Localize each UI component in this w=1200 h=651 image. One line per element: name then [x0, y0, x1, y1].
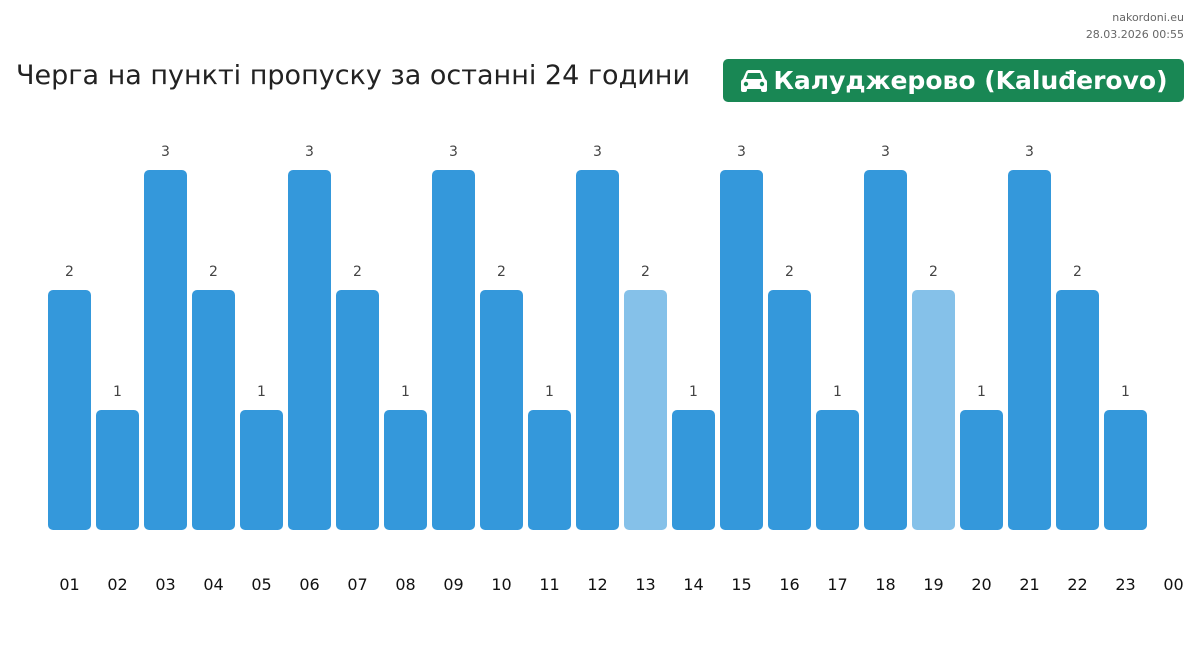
x-tick-label: 15: [731, 575, 751, 594]
x-tick-label: 04: [203, 575, 223, 594]
x-tick-label: 03: [155, 575, 175, 594]
bar-18: [864, 170, 907, 530]
bar-22: [1056, 290, 1099, 530]
bar-value-label: 3: [449, 144, 458, 160]
bar-21: [1008, 170, 1051, 530]
bar-23: [1104, 410, 1147, 530]
bar-value-label: 2: [353, 264, 362, 280]
bar-12: [576, 170, 619, 530]
bar-14: [672, 410, 715, 530]
bar-value-label: 2: [497, 264, 506, 280]
x-tick-label: 08: [395, 575, 415, 594]
x-tick-label: 06: [299, 575, 319, 594]
bar-value-label: 3: [881, 144, 890, 160]
checkpoint-badge: Калуджерово (Kaluđerovo): [723, 59, 1184, 102]
bar-value-label: 1: [401, 384, 410, 400]
car-icon: [740, 69, 767, 92]
x-tick-label: 00: [1163, 575, 1183, 594]
x-tick-label: 22: [1067, 575, 1087, 594]
bar-20: [960, 410, 1003, 530]
bar-05: [240, 410, 283, 530]
bar-11: [528, 410, 571, 530]
bar-03: [144, 170, 187, 530]
x-tick-label: 17: [827, 575, 847, 594]
bar-value-label: 1: [833, 384, 842, 400]
x-tick-label: 19: [923, 575, 943, 594]
site-name: nakordoni.eu: [1112, 11, 1184, 24]
bar-value-label: 2: [641, 264, 650, 280]
x-tick-label: 09: [443, 575, 463, 594]
bar-value-label: 2: [785, 264, 794, 280]
bar-09: [432, 170, 475, 530]
x-tick-label: 20: [971, 575, 991, 594]
bar-value-label: 1: [113, 384, 122, 400]
x-tick-label: 13: [635, 575, 655, 594]
bar-07: [336, 290, 379, 530]
bar-value-label: 2: [1073, 264, 1082, 280]
x-tick-label: 16: [779, 575, 799, 594]
page-title: Черга на пункті пропуску за останні 24 г…: [16, 60, 690, 91]
x-tick-label: 07: [347, 575, 367, 594]
x-tick-label: 11: [539, 575, 559, 594]
bar-value-label: 2: [929, 264, 938, 280]
bar-15: [720, 170, 763, 530]
bar-value-label: 3: [593, 144, 602, 160]
bar-value-label: 1: [257, 384, 266, 400]
x-tick-label: 21: [1019, 575, 1039, 594]
bar-value-label: 3: [305, 144, 314, 160]
x-tick-label: 12: [587, 575, 607, 594]
bar-value-label: 1: [1121, 384, 1130, 400]
bar-08: [384, 410, 427, 530]
bar-17: [816, 410, 859, 530]
bar-value-label: 2: [65, 264, 74, 280]
x-tick-label: 01: [59, 575, 79, 594]
bar-value-label: 1: [977, 384, 986, 400]
bar-value-label: 3: [161, 144, 170, 160]
bar-01: [48, 290, 91, 530]
bar-value-label: 1: [545, 384, 554, 400]
bar-value-label: 3: [737, 144, 746, 160]
bar-19: [912, 290, 955, 530]
bar-value-label: 1: [689, 384, 698, 400]
x-tick-label: 10: [491, 575, 511, 594]
bar-04: [192, 290, 235, 530]
bar-10: [480, 290, 523, 530]
timestamp: 28.03.2026 00:55: [1085, 28, 1184, 41]
bar-value-label: 3: [1025, 144, 1034, 160]
x-tick-label: 14: [683, 575, 703, 594]
bar-13: [624, 290, 667, 530]
x-tick-label: 02: [107, 575, 127, 594]
bar-06: [288, 170, 331, 530]
x-tick-label: 05: [251, 575, 271, 594]
bar-16: [768, 290, 811, 530]
bar-value-label: 2: [209, 264, 218, 280]
site-info: nakordoni.eu 28.03.2026 00:55: [1086, 9, 1184, 43]
x-tick-label: 18: [875, 575, 895, 594]
checkpoint-name: Калуджерово (Kaluđerovo): [773, 66, 1168, 95]
bar-02: [96, 410, 139, 530]
x-tick-label: 23: [1115, 575, 1135, 594]
